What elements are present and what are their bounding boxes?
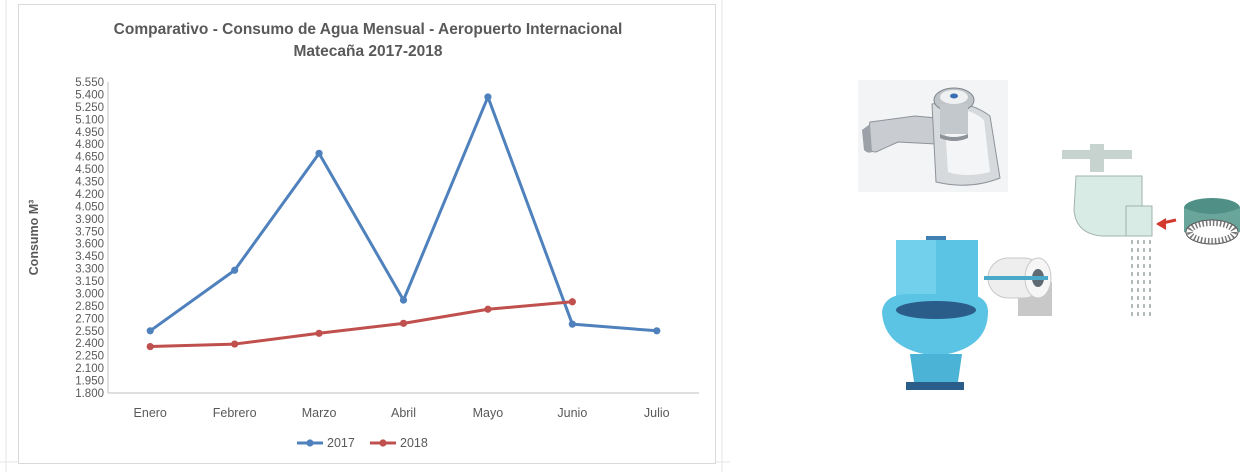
y-tick-label: 5.250 [75, 102, 104, 114]
data-point-2017 [399, 296, 408, 304]
y-tick-label: 4.050 [75, 201, 104, 213]
data-point-2018 [484, 305, 492, 313]
legend-marker-2018 [379, 439, 387, 447]
x-tick-label: Enero [134, 406, 167, 420]
x-tick-label: Mayo [473, 406, 504, 420]
legend-marker-2017 [306, 439, 314, 447]
data-point-2017 [484, 93, 492, 101]
chart-title-line-2: Matecaña 2017-2018 [293, 43, 443, 60]
y-tick-label: 3.000 [75, 288, 104, 300]
data-point-2018 [231, 340, 239, 348]
y-tick-label: 3.300 [75, 264, 104, 276]
x-tick-label: Abril [391, 406, 416, 420]
line-chart: 1.8001.9502.1002.2502.4002.5502.7002.850… [27, 77, 699, 450]
y-tick-label: 4.200 [75, 189, 104, 201]
y-tick-label: 4.950 [75, 127, 104, 139]
y-tick-label: 5.550 [75, 77, 104, 89]
y-tick-label: 3.900 [75, 214, 104, 226]
push-faucet-icon [858, 80, 1008, 192]
water-saving-illustrations [858, 80, 1240, 390]
data-point-2018 [568, 298, 576, 306]
data-point-2017 [653, 327, 661, 335]
y-tick-label: 3.150 [75, 276, 104, 288]
y-axis-title: Consumo M³ [27, 200, 41, 276]
chart-title: Comparativo - Consumo de Agua Mensual - … [19, 19, 717, 63]
toilet-icon [882, 236, 988, 390]
series-line-2017 [149, 95, 657, 333]
y-tick-label: 2.700 [75, 313, 104, 325]
data-point-2017 [231, 266, 239, 274]
y-tick-label: 4.800 [75, 139, 104, 151]
data-point-2017 [315, 149, 323, 157]
data-point-2017 [568, 320, 576, 328]
y-tick-label: 5.100 [75, 114, 104, 126]
y-tick-label: 3.450 [75, 251, 104, 263]
x-tick-label: Febrero [213, 406, 257, 420]
chart-title-line-1: Comparativo - Consumo de Agua Mensual - … [113, 21, 623, 38]
y-tick-label: 5.400 [75, 89, 104, 101]
y-tick-label: 3.600 [75, 239, 104, 251]
y-tick-label: 4.500 [75, 164, 104, 176]
y-tick-label: 3.750 [75, 226, 104, 238]
data-point-2018 [315, 329, 323, 337]
data-point-2017 [146, 327, 154, 335]
y-tick-label: 2.850 [75, 301, 104, 313]
legend-label-2018: 2018 [400, 436, 428, 450]
y-tick-label: 1.950 [75, 376, 104, 388]
data-point-2018 [399, 319, 408, 327]
chart-area[interactable]: Comparativo - Consumo de Agua Mensual - … [18, 4, 716, 464]
legend-label-2017: 2017 [327, 436, 355, 450]
x-tick-label: Junio [557, 406, 587, 420]
tap-aerator-icon [1062, 144, 1240, 318]
y-tick-label: 2.100 [75, 363, 104, 375]
series-line-2018 [150, 300, 573, 349]
y-tick-label: 2.400 [75, 338, 104, 350]
x-tick-label: Julio [644, 406, 670, 420]
data-point-2018 [146, 342, 154, 351]
y-tick-label: 1.800 [75, 388, 104, 400]
x-tick-label: Marzo [302, 406, 337, 420]
y-tick-label: 4.350 [75, 177, 104, 189]
toilet-paper-icon [984, 257, 1052, 316]
y-tick-label: 4.650 [75, 152, 104, 164]
y-tick-label: 2.550 [75, 326, 104, 338]
y-tick-label: 2.250 [75, 351, 104, 363]
